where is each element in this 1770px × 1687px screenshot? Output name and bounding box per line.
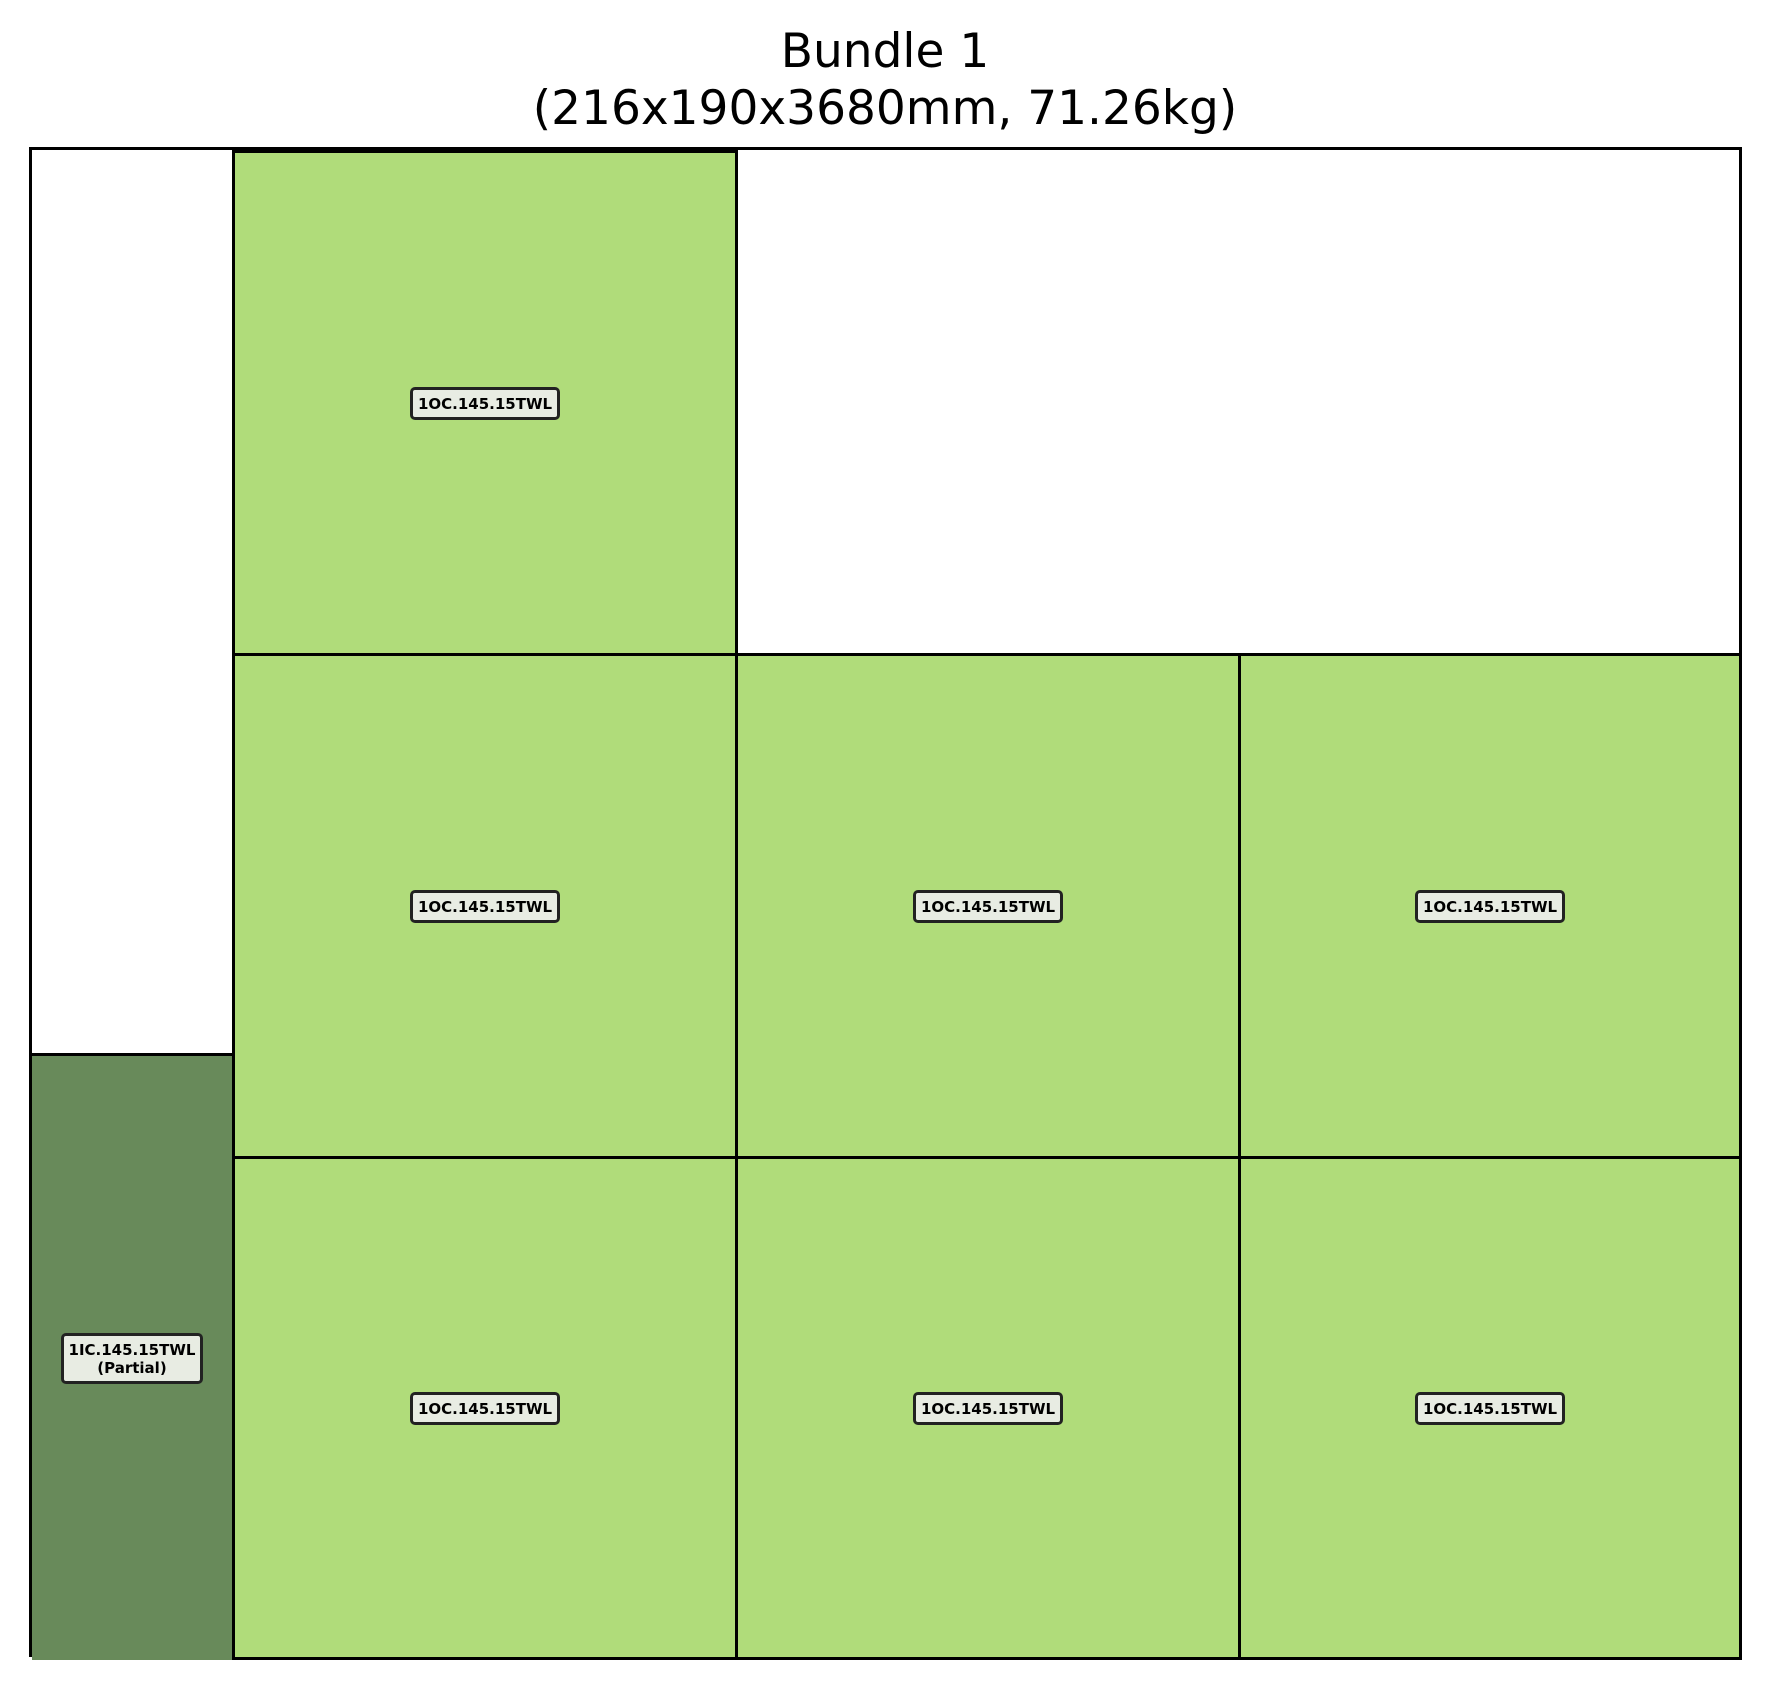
piece-label: 1OC.145.15TWL [1414,1391,1566,1425]
piece-label-note: (Partial) [97,1358,167,1377]
outer-piece-middle-3: 1OC.145.15TWL [1238,653,1742,1159]
piece-label-code: 1IC.145.15TWL [68,1340,196,1359]
piece-label: 1OC.145.15TWL [912,889,1064,923]
piece-label: 1OC.145.15TWL [409,386,561,420]
piece-label: 1OC.145.15TWL [409,1391,561,1425]
outer-piece-middle-2: 1OC.145.15TWL [735,653,1241,1159]
inner-piece-partial: 1IC.145.15TWL (Partial) [32,1053,235,1660]
piece-label-code: 1OC.145.15TWL [1422,1399,1558,1418]
outer-piece-bottom-2: 1OC.145.15TWL [735,1156,1241,1660]
piece-label-code: 1OC.145.15TWL [1422,897,1558,916]
piece-label: 1OC.145.15TWL [1414,889,1566,923]
outer-piece-bottom-3: 1OC.145.15TWL [1238,1156,1742,1660]
diagram-subtitle: (216x190x3680mm, 71.26kg) [532,81,1238,136]
piece-label-code: 1OC.145.15TWL [417,1399,553,1418]
outer-piece-top-1: 1OC.145.15TWL [232,150,738,656]
bundle-cross-section: 1OC.145.15TWL 1OC.145.15TWL 1OC.145.15TW… [29,147,1742,1660]
piece-label-code: 1OC.145.15TWL [920,897,1056,916]
outer-piece-bottom-1: 1OC.145.15TWL [232,1156,738,1660]
outer-piece-middle-1: 1OC.145.15TWL [232,653,738,1159]
piece-label: 1OC.145.15TWL [409,889,561,923]
diagram-title: Bundle 1 [780,24,990,79]
piece-label-code: 1OC.145.15TWL [417,394,553,413]
piece-label-code: 1OC.145.15TWL [417,897,553,916]
piece-label: 1OC.145.15TWL [912,1391,1064,1425]
piece-label: 1IC.145.15TWL (Partial) [60,1332,204,1384]
piece-label-code: 1OC.145.15TWL [920,1399,1056,1418]
